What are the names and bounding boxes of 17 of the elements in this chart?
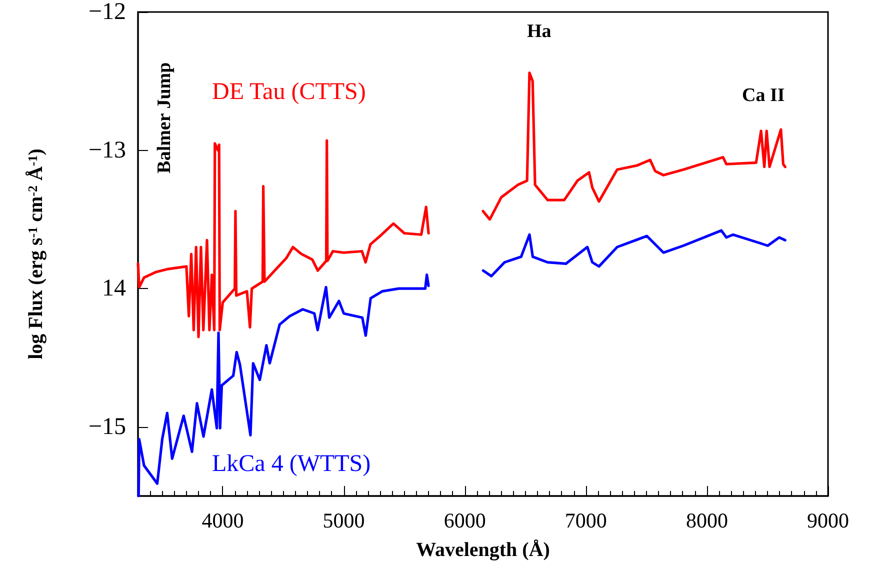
series-label: LkCa 4 (WTTS): [212, 451, 371, 477]
y-tick-label: −12: [88, 0, 126, 25]
y-tick-label: 14: [102, 276, 126, 302]
x-tick-label: 6000: [444, 508, 486, 532]
y-tick-label: −13: [88, 137, 126, 164]
x-tick-label: 9000: [807, 508, 849, 532]
annotation: Balmer Jump: [154, 62, 175, 174]
x-axis-title: Wavelength (Å): [416, 539, 550, 561]
y-tick-label: −15: [88, 414, 126, 440]
x-tick-label: 7000: [564, 508, 607, 532]
series-label: DE Tau (CTTS): [212, 79, 366, 105]
annotation: Ca II: [742, 85, 785, 106]
y-axis-title: log Flux (erg s-1 cm-2 Å-1): [25, 148, 47, 360]
x-tick-label: 5000: [322, 508, 365, 532]
x-tick-label: 8000: [686, 508, 728, 532]
annotation: Ha: [527, 21, 552, 42]
x-tick-label: 4000: [202, 508, 244, 532]
